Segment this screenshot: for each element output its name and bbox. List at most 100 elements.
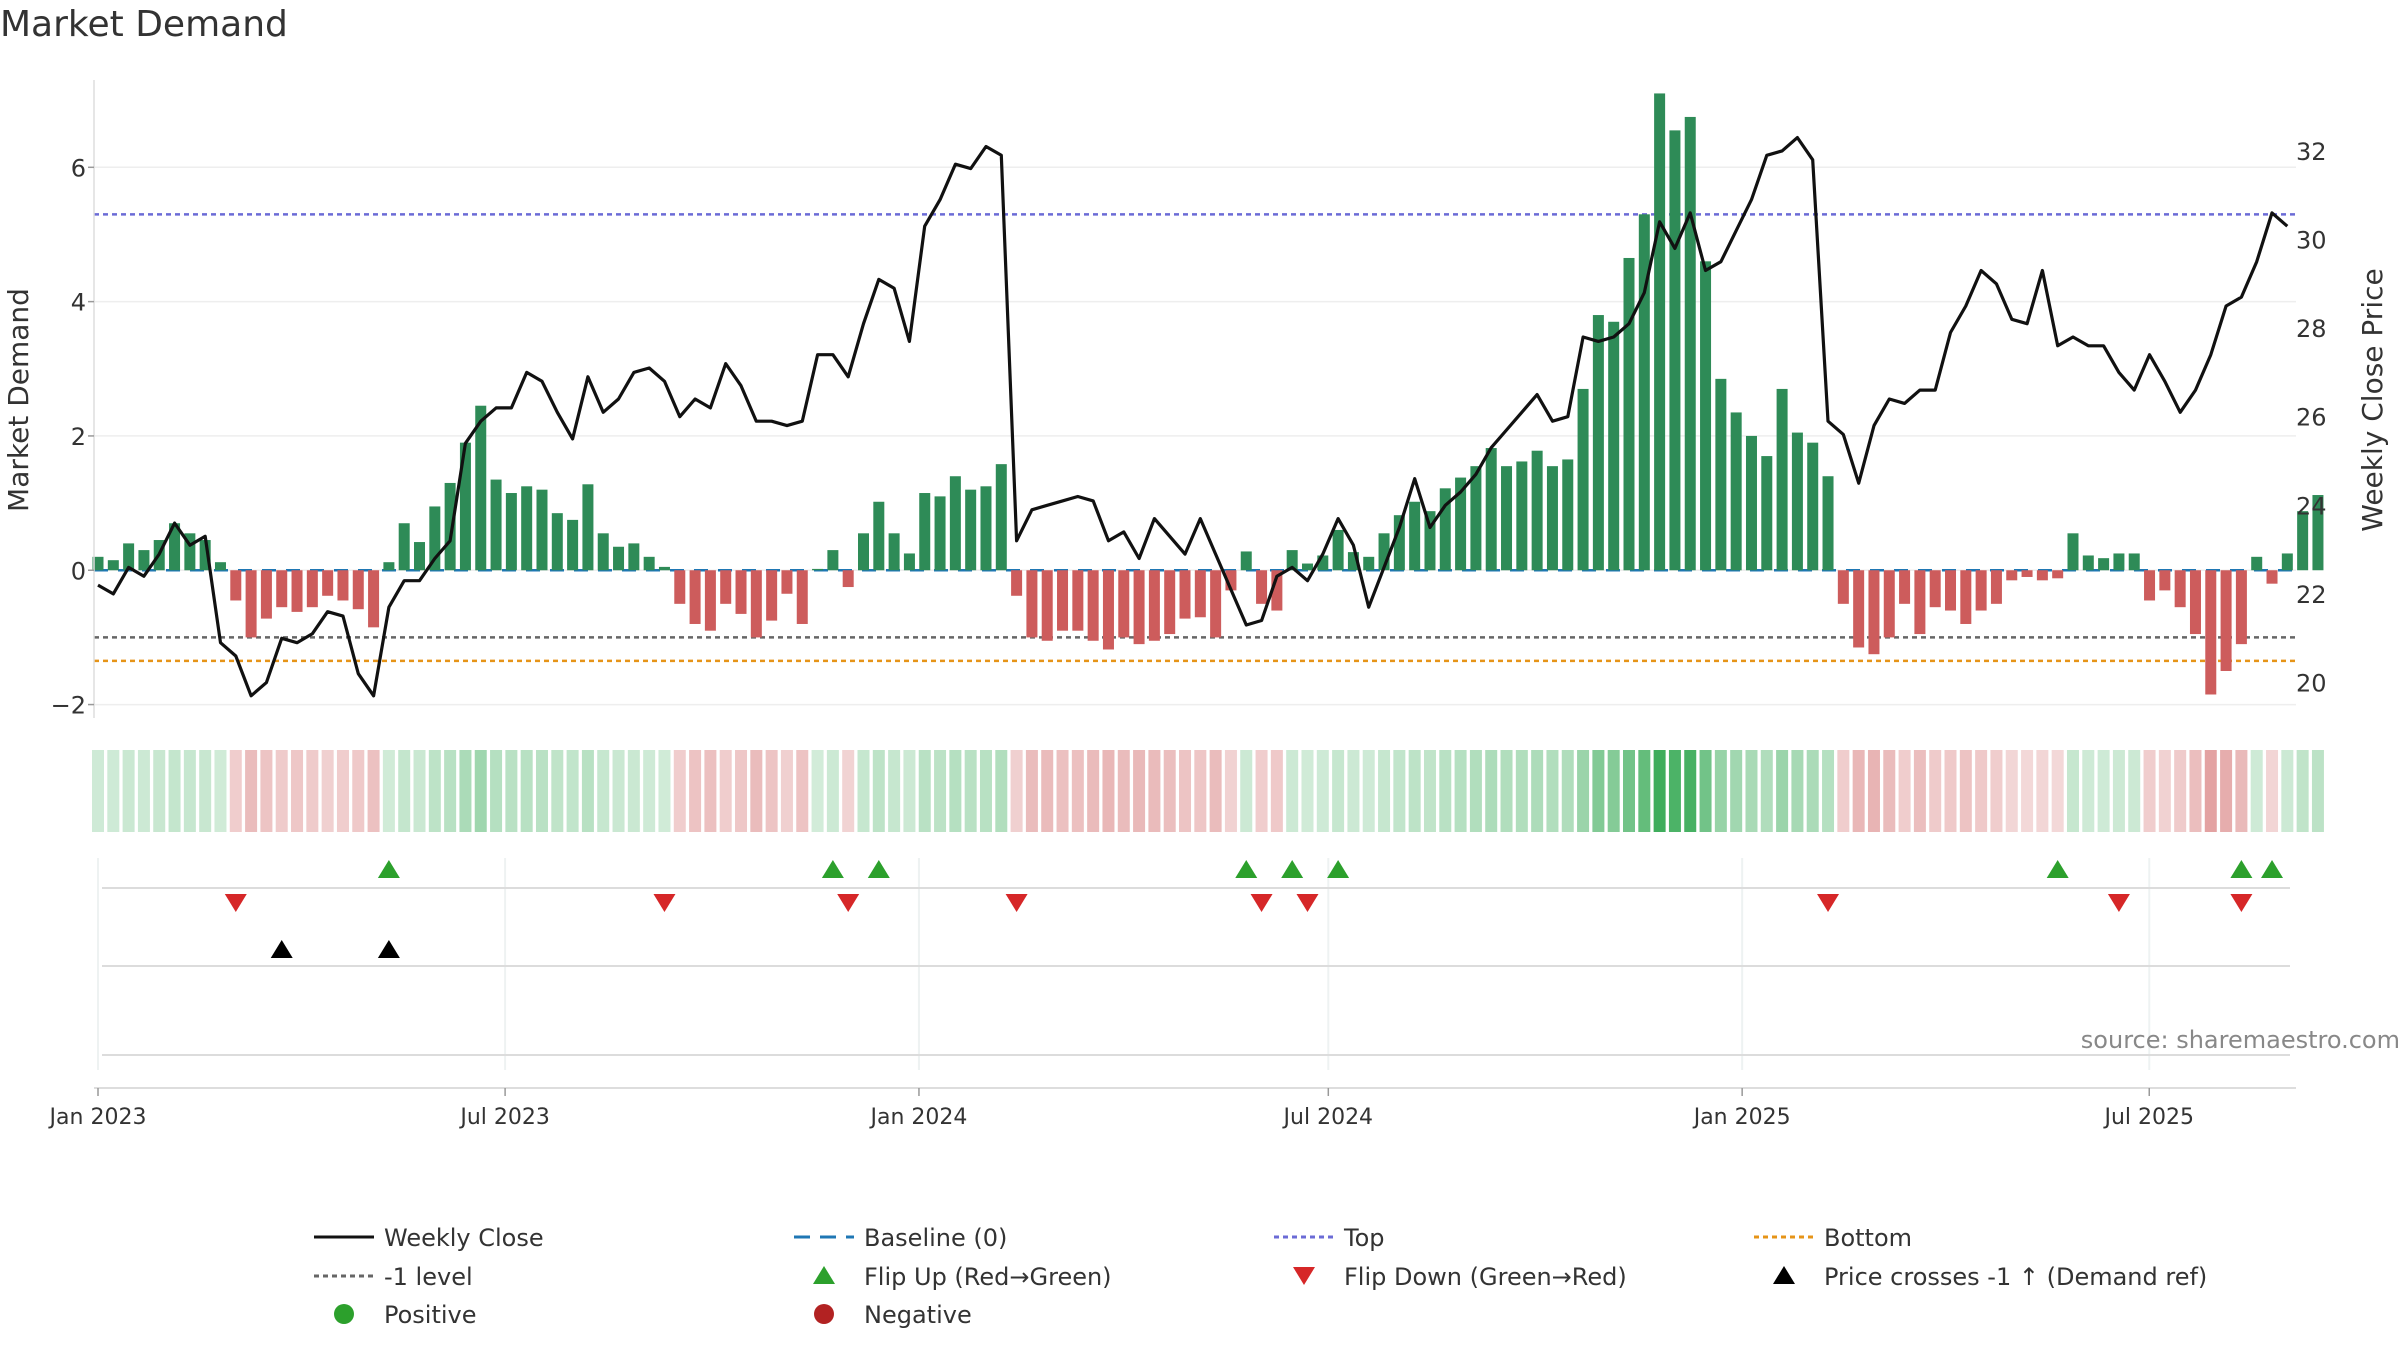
demand-bar bbox=[689, 570, 701, 624]
heat-cell bbox=[1531, 750, 1544, 832]
flip-up-marker bbox=[1235, 860, 1258, 878]
heat-cell bbox=[1209, 750, 1222, 832]
heat-cell bbox=[275, 750, 288, 832]
demand-bar bbox=[398, 523, 410, 571]
demand-bar bbox=[2174, 570, 2186, 608]
demand-bar bbox=[1730, 412, 1742, 571]
demand-bar bbox=[1853, 570, 1865, 648]
demand-bar bbox=[521, 486, 533, 571]
heat-cell bbox=[2266, 750, 2279, 832]
demand-bar bbox=[1807, 442, 1819, 571]
heat-cell bbox=[1975, 750, 1988, 832]
demand-bar bbox=[2144, 570, 2156, 601]
legend-marker bbox=[813, 1266, 835, 1284]
heat-cell bbox=[2235, 750, 2248, 832]
demand-bar bbox=[1011, 570, 1023, 596]
heat-cell bbox=[2021, 750, 2034, 832]
heat-cell bbox=[1423, 750, 1436, 832]
heat-cell bbox=[2066, 750, 2079, 832]
flip-down-marker bbox=[2107, 894, 2130, 912]
demand-bar bbox=[245, 570, 257, 638]
heat-cell bbox=[153, 750, 166, 832]
demand-bar bbox=[1501, 466, 1513, 571]
heat-cell bbox=[1867, 750, 1880, 832]
demand-bar bbox=[1638, 214, 1650, 571]
demand-bar bbox=[735, 570, 747, 614]
price-cross-marker bbox=[270, 940, 293, 958]
demand-bar bbox=[2266, 570, 2278, 584]
demand-bar bbox=[995, 464, 1007, 571]
heat-cell bbox=[1240, 750, 1253, 832]
heat-cell bbox=[735, 750, 748, 832]
heat-cell bbox=[168, 750, 181, 832]
legend: Weekly Close Baseline (0) Top Bottom -1 leve… bbox=[314, 1224, 2207, 1329]
x-tick-label: Jan 2023 bbox=[48, 1105, 147, 1130]
heat-cell bbox=[1791, 750, 1804, 832]
heat-cell bbox=[2189, 750, 2202, 832]
demand-bar bbox=[1102, 570, 1114, 650]
heat-cell bbox=[1133, 750, 1146, 832]
demand-bar bbox=[1975, 570, 1987, 611]
demand-bar bbox=[1822, 476, 1834, 571]
heat-cell bbox=[505, 750, 518, 832]
heat-cell bbox=[535, 750, 548, 832]
demand-bar bbox=[1240, 551, 1252, 571]
heat-cell bbox=[398, 750, 411, 832]
demand-bar bbox=[1026, 570, 1038, 638]
heat-cell bbox=[260, 750, 273, 832]
demand-bar bbox=[1455, 477, 1467, 571]
heat-cell bbox=[2082, 750, 2095, 832]
demand-bar bbox=[1271, 570, 1283, 611]
heat-cell bbox=[842, 750, 855, 832]
x-tick-label: Jan 2025 bbox=[1692, 1105, 1791, 1130]
demand-bar bbox=[1791, 432, 1803, 571]
heat-cell bbox=[1010, 750, 1023, 832]
demand-bar bbox=[1669, 130, 1681, 571]
heat-cell bbox=[1760, 750, 1773, 832]
flip-up-marker bbox=[377, 860, 400, 878]
demand-bar bbox=[1700, 261, 1712, 571]
heat-cell bbox=[612, 750, 625, 832]
demand-bar bbox=[1577, 388, 1589, 571]
demand-bar bbox=[613, 546, 625, 571]
demand-bar bbox=[551, 513, 563, 571]
heat-cell bbox=[1515, 750, 1528, 832]
flip-down-marker bbox=[1005, 894, 1028, 912]
heat-cell bbox=[1071, 750, 1084, 832]
demand-bar bbox=[169, 523, 181, 571]
demand-bar bbox=[1990, 570, 2002, 604]
source-label: source: sharemaestro.com bbox=[2081, 1026, 2400, 1054]
legend-label: Price crosses -1 ↑ (Demand ref) bbox=[1824, 1263, 2207, 1291]
heat-cell bbox=[1255, 750, 1268, 832]
heat-cell bbox=[1623, 750, 1635, 832]
heat-cell bbox=[2296, 750, 2309, 832]
heat-cell bbox=[704, 750, 717, 832]
heat-cell bbox=[1776, 750, 1789, 832]
heat-cell bbox=[995, 750, 1008, 832]
demand-bar bbox=[2113, 553, 2125, 571]
heat-cell bbox=[780, 750, 793, 832]
demand-bar bbox=[873, 501, 885, 571]
heat-cell bbox=[367, 750, 380, 832]
demand-bar bbox=[1546, 466, 1558, 571]
demand-bar bbox=[429, 506, 441, 571]
legend-marker bbox=[1293, 1267, 1315, 1285]
flip-up-marker bbox=[2261, 860, 2284, 878]
flip-down-marker bbox=[1817, 894, 1840, 912]
demand-bar bbox=[92, 556, 104, 571]
demand-bar bbox=[827, 550, 839, 571]
demand-bar bbox=[1715, 378, 1727, 571]
demand-bar bbox=[2189, 570, 2201, 635]
demand-bar bbox=[812, 568, 824, 571]
demand-bar bbox=[1883, 570, 1895, 638]
demand-bar bbox=[1301, 563, 1313, 571]
heat-cell bbox=[214, 750, 227, 832]
demand-bar bbox=[1485, 448, 1497, 571]
demand-bar bbox=[1057, 570, 1069, 631]
demand-bar bbox=[934, 496, 946, 571]
gridlines bbox=[94, 166, 2296, 706]
heat-cell bbox=[2311, 750, 2324, 832]
flip-down-marker bbox=[1296, 894, 1319, 912]
demand-bar bbox=[1776, 388, 1788, 571]
